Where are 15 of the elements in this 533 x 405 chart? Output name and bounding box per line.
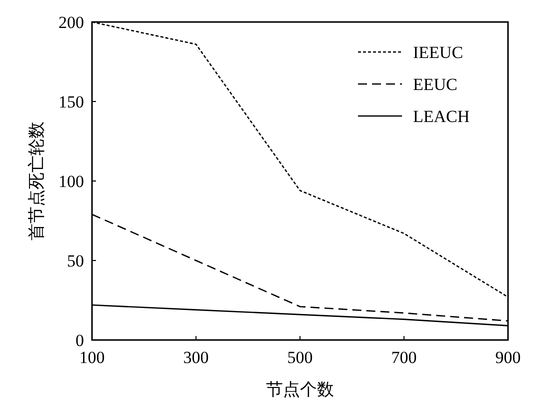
x-tick-label: 700: [391, 348, 417, 367]
y-tick-label: 150: [58, 92, 84, 112]
x-tick-label: 500: [287, 348, 313, 367]
y-tick-label: 0: [76, 331, 84, 350]
x-tick-label: 100: [79, 348, 105, 367]
y-tick-label: 50: [67, 252, 84, 270]
y-tick-label: 100: [58, 172, 84, 191]
x-tick-label: 900: [495, 348, 521, 367]
x-axis-title: 节点个数: [266, 380, 334, 399]
legend-label: EEUC: [413, 75, 458, 94]
legend-label: IEEUC: [413, 43, 464, 62]
legend-label: LEACH: [413, 107, 470, 126]
y-axis-title: 首节点死亡轮数: [27, 122, 46, 240]
x-tick-label: 300: [183, 348, 209, 367]
y-tick-label: 200: [58, 13, 84, 32]
